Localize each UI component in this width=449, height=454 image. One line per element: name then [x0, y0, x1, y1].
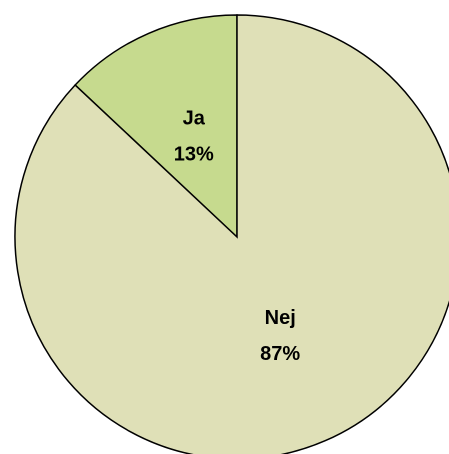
slice-value-label: 87% — [260, 343, 300, 365]
slice-value-label: 13% — [174, 143, 214, 165]
slice-label: Nej — [265, 307, 296, 329]
pie-slice — [14, 14, 449, 454]
pie-slice — [74, 14, 238, 239]
slice-label: Ja — [183, 107, 206, 129]
